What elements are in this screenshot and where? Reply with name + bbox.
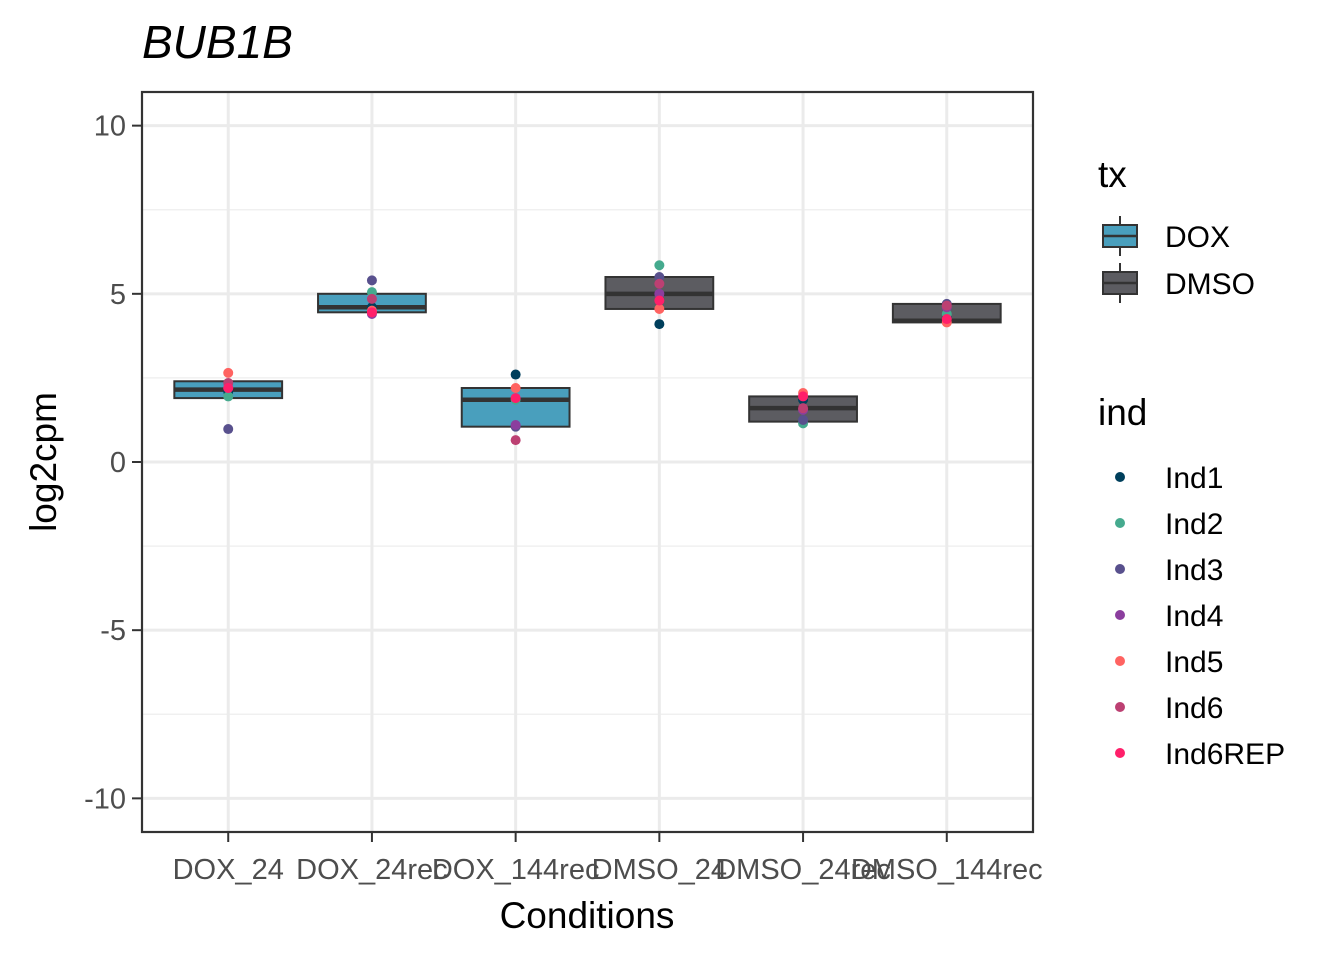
legend-tx-item: DOX	[1102, 216, 1230, 256]
legend-key-point	[1115, 656, 1125, 666]
legend-key-point	[1115, 472, 1125, 482]
chart-title: BUB1B	[142, 16, 293, 68]
point-Ind6REP	[366, 307, 377, 318]
x-tick-label: DOX_144rec	[432, 854, 600, 886]
legend-ind-label: Ind3	[1165, 554, 1223, 587]
legend-key-point	[1115, 564, 1125, 574]
legend-ind-label: Ind6	[1165, 692, 1223, 725]
y-tick-label: -10	[84, 783, 126, 815]
x-tick-label: DOX_24	[173, 854, 284, 886]
x-axis-title: Conditions	[500, 895, 675, 936]
point-Ind5	[223, 367, 234, 378]
point-Ind1	[654, 319, 665, 330]
legend-ind-label: Ind6REP	[1165, 738, 1285, 771]
legend-key-point	[1115, 702, 1125, 712]
legend-ind-item: Ind5	[1115, 646, 1223, 679]
legend-ind-title: ind	[1098, 392, 1147, 433]
legend-ind-label: Ind5	[1165, 646, 1223, 679]
point-Ind2	[223, 391, 234, 402]
point-Ind6REP	[654, 295, 665, 306]
legend-tx: tx DOX DMSO	[1098, 154, 1255, 303]
legend-key-point	[1115, 748, 1125, 758]
point-Ind5	[510, 383, 521, 393]
point-Ind6REP	[941, 314, 952, 325]
point-Ind4	[510, 420, 521, 430]
point-Ind6REP	[223, 383, 234, 393]
point-Ind6REP	[798, 391, 809, 402]
point-Ind5	[654, 303, 665, 314]
point-Ind6REP	[510, 393, 521, 404]
legend-ind-label: Ind4	[1165, 600, 1223, 633]
x-tick-label: DMSO_24	[592, 854, 727, 886]
legend-ind-item: Ind3	[1115, 554, 1223, 587]
point-Ind3	[223, 424, 234, 435]
point-Ind3	[798, 414, 809, 425]
y-axis-title: log2cpm	[23, 392, 64, 532]
legend-tx-label: DMSO	[1165, 268, 1255, 301]
point-Ind2	[654, 260, 665, 271]
x-tick-label: DMSO_24rec	[715, 854, 891, 886]
legend-ind-item: Ind1	[1115, 462, 1223, 495]
x-tick-label: DOX_24rec	[296, 854, 448, 886]
point-Ind6	[941, 300, 952, 311]
legend-key-point	[1115, 518, 1125, 528]
legend-ind: ind Ind1 Ind2 Ind3 Ind4 Ind5 Ind6 Ind6REP	[1098, 392, 1285, 771]
legend-ind-label: Ind1	[1165, 462, 1223, 495]
legend-ind-item: Ind6REP	[1115, 738, 1285, 771]
legend-ind-item: Ind6	[1115, 692, 1223, 725]
legend-tx-label: DOX	[1165, 221, 1230, 254]
point-Ind1	[510, 369, 521, 380]
data-points	[223, 260, 952, 446]
legend-tx-item: DMSO	[1102, 263, 1255, 303]
legend-tx-title: tx	[1098, 154, 1127, 195]
point-Ind6	[654, 278, 665, 289]
legend-ind-item: Ind2	[1115, 508, 1223, 541]
point-Ind6	[366, 293, 377, 304]
point-Ind6	[798, 403, 809, 414]
legend-ind-label: Ind2	[1165, 508, 1223, 541]
point-Ind6	[510, 435, 521, 446]
x-tick-label: DMSO_144rec	[851, 854, 1043, 886]
point-Ind3	[366, 275, 377, 286]
y-tick-label: -5	[100, 615, 126, 647]
gridlines	[142, 92, 1033, 832]
legend-ind-item: Ind4	[1115, 600, 1223, 633]
legend-key-point	[1115, 610, 1125, 620]
y-tick-label: 5	[110, 279, 126, 311]
y-tick-label: 10	[94, 111, 126, 143]
y-tick-label: 0	[110, 447, 126, 479]
